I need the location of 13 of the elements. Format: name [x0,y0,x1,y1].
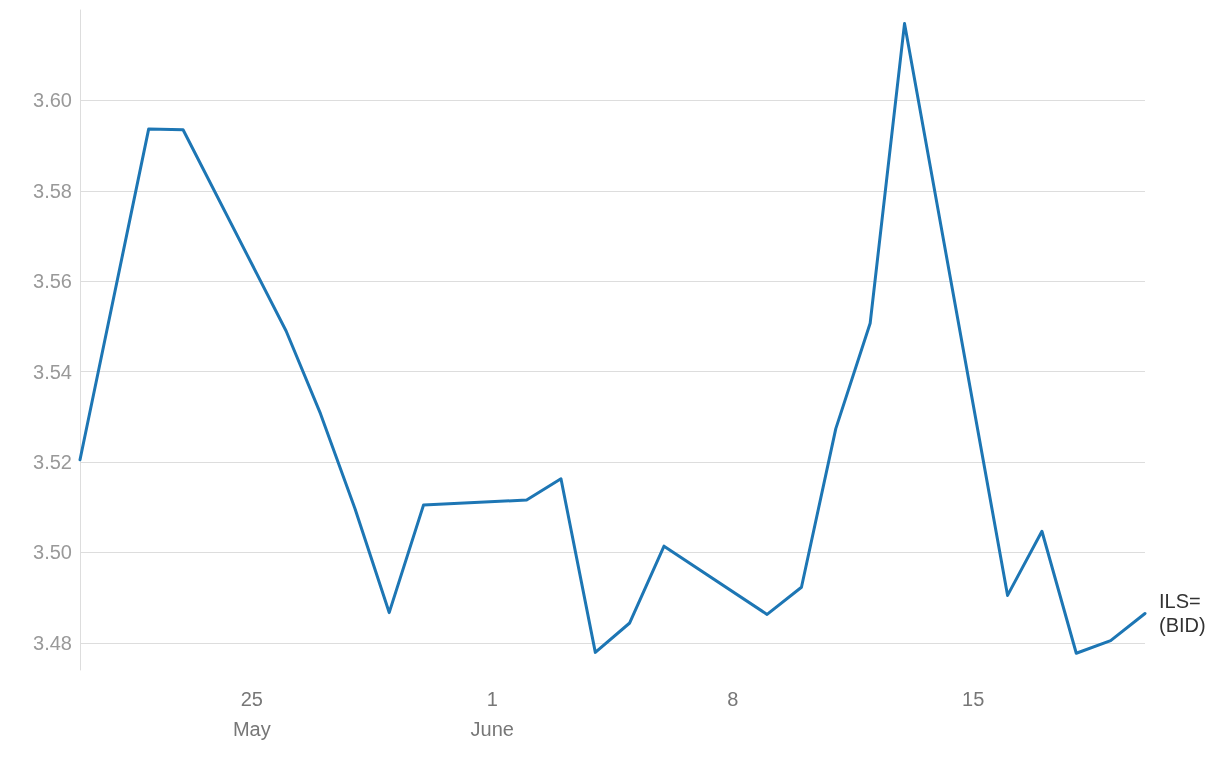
y-tick-label: 3.58 [33,179,72,202]
x-tick-label: 8 [727,688,739,710]
line-series [78,22,1147,655]
y-tick-label: 3.48 [33,631,72,654]
y-tick-label: 3.52 [33,451,72,474]
y-tick-label: 3.56 [33,270,72,293]
y-tick-label: 3.50 [33,541,72,564]
y-tick-label: 3.60 [33,89,72,112]
x-tick-label: 1 June [470,688,514,740]
series-label: ILS= (BID) [1159,590,1206,637]
y-tick-label: 3.54 [33,360,72,383]
x-tick-label: 15 [962,688,985,710]
x-tick-label: 25 May [232,688,271,740]
